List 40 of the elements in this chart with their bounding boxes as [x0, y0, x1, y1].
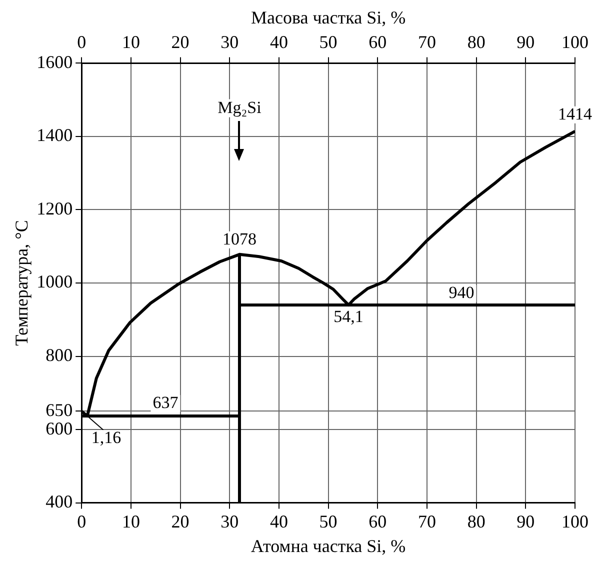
x-tick-label: 80: [467, 511, 486, 532]
y-axis-title: Температура, °C: [12, 220, 32, 346]
y-tick-label: 1400: [36, 125, 73, 146]
x2-tick-label: 80: [467, 32, 486, 52]
annotation: 637: [152, 392, 179, 412]
x-tick-label: 50: [319, 511, 338, 532]
x-tick-label: 40: [270, 511, 288, 532]
annotation: 54,1: [334, 306, 364, 326]
x-tick-label: 90: [516, 511, 535, 532]
x-tick-label: 10: [122, 511, 140, 532]
x-tick-label: 100: [562, 511, 588, 532]
y-tick-label: 1000: [36, 272, 73, 292]
annotation: Mg₂Si: [218, 98, 262, 118]
x2-tick-label: 20: [171, 32, 190, 52]
x2-tick-label: 0: [77, 32, 86, 52]
x2-tick-label: 60: [368, 32, 387, 52]
annotation: 1,16: [91, 428, 122, 447]
x2-tick-label: 40: [270, 32, 288, 52]
x2-tick-label: 70: [418, 32, 436, 52]
y-tick-label: 400: [46, 492, 73, 512]
y-tick-label: 800: [46, 345, 73, 365]
x-tick-label: 70: [418, 511, 436, 532]
x-tick-label: 60: [368, 511, 387, 532]
x-tick-label: 30: [220, 511, 239, 532]
x2-tick-label: 90: [516, 32, 535, 52]
x-axis-title: Атомна частка Si, %: [250, 536, 406, 556]
annotation: 1078: [222, 229, 256, 248]
x2-axis-title: Масова частка Si, %: [250, 8, 406, 28]
y-tick-label: 1200: [36, 198, 73, 218]
x-tick-label: 20: [171, 511, 190, 532]
x2-tick-label: 100: [562, 32, 588, 52]
x2-tick-label: 10: [122, 32, 140, 52]
annotation: 940: [448, 282, 474, 302]
x-tick-label: 0: [77, 511, 86, 532]
x2-tick-label: 50: [319, 32, 338, 52]
y-tick-label: 650: [46, 400, 73, 420]
y-tick-label: 1600: [36, 52, 73, 72]
y-tick-label: 600: [46, 418, 73, 438]
annotation: 1414: [558, 104, 592, 124]
x2-tick-label: 30: [220, 32, 239, 52]
